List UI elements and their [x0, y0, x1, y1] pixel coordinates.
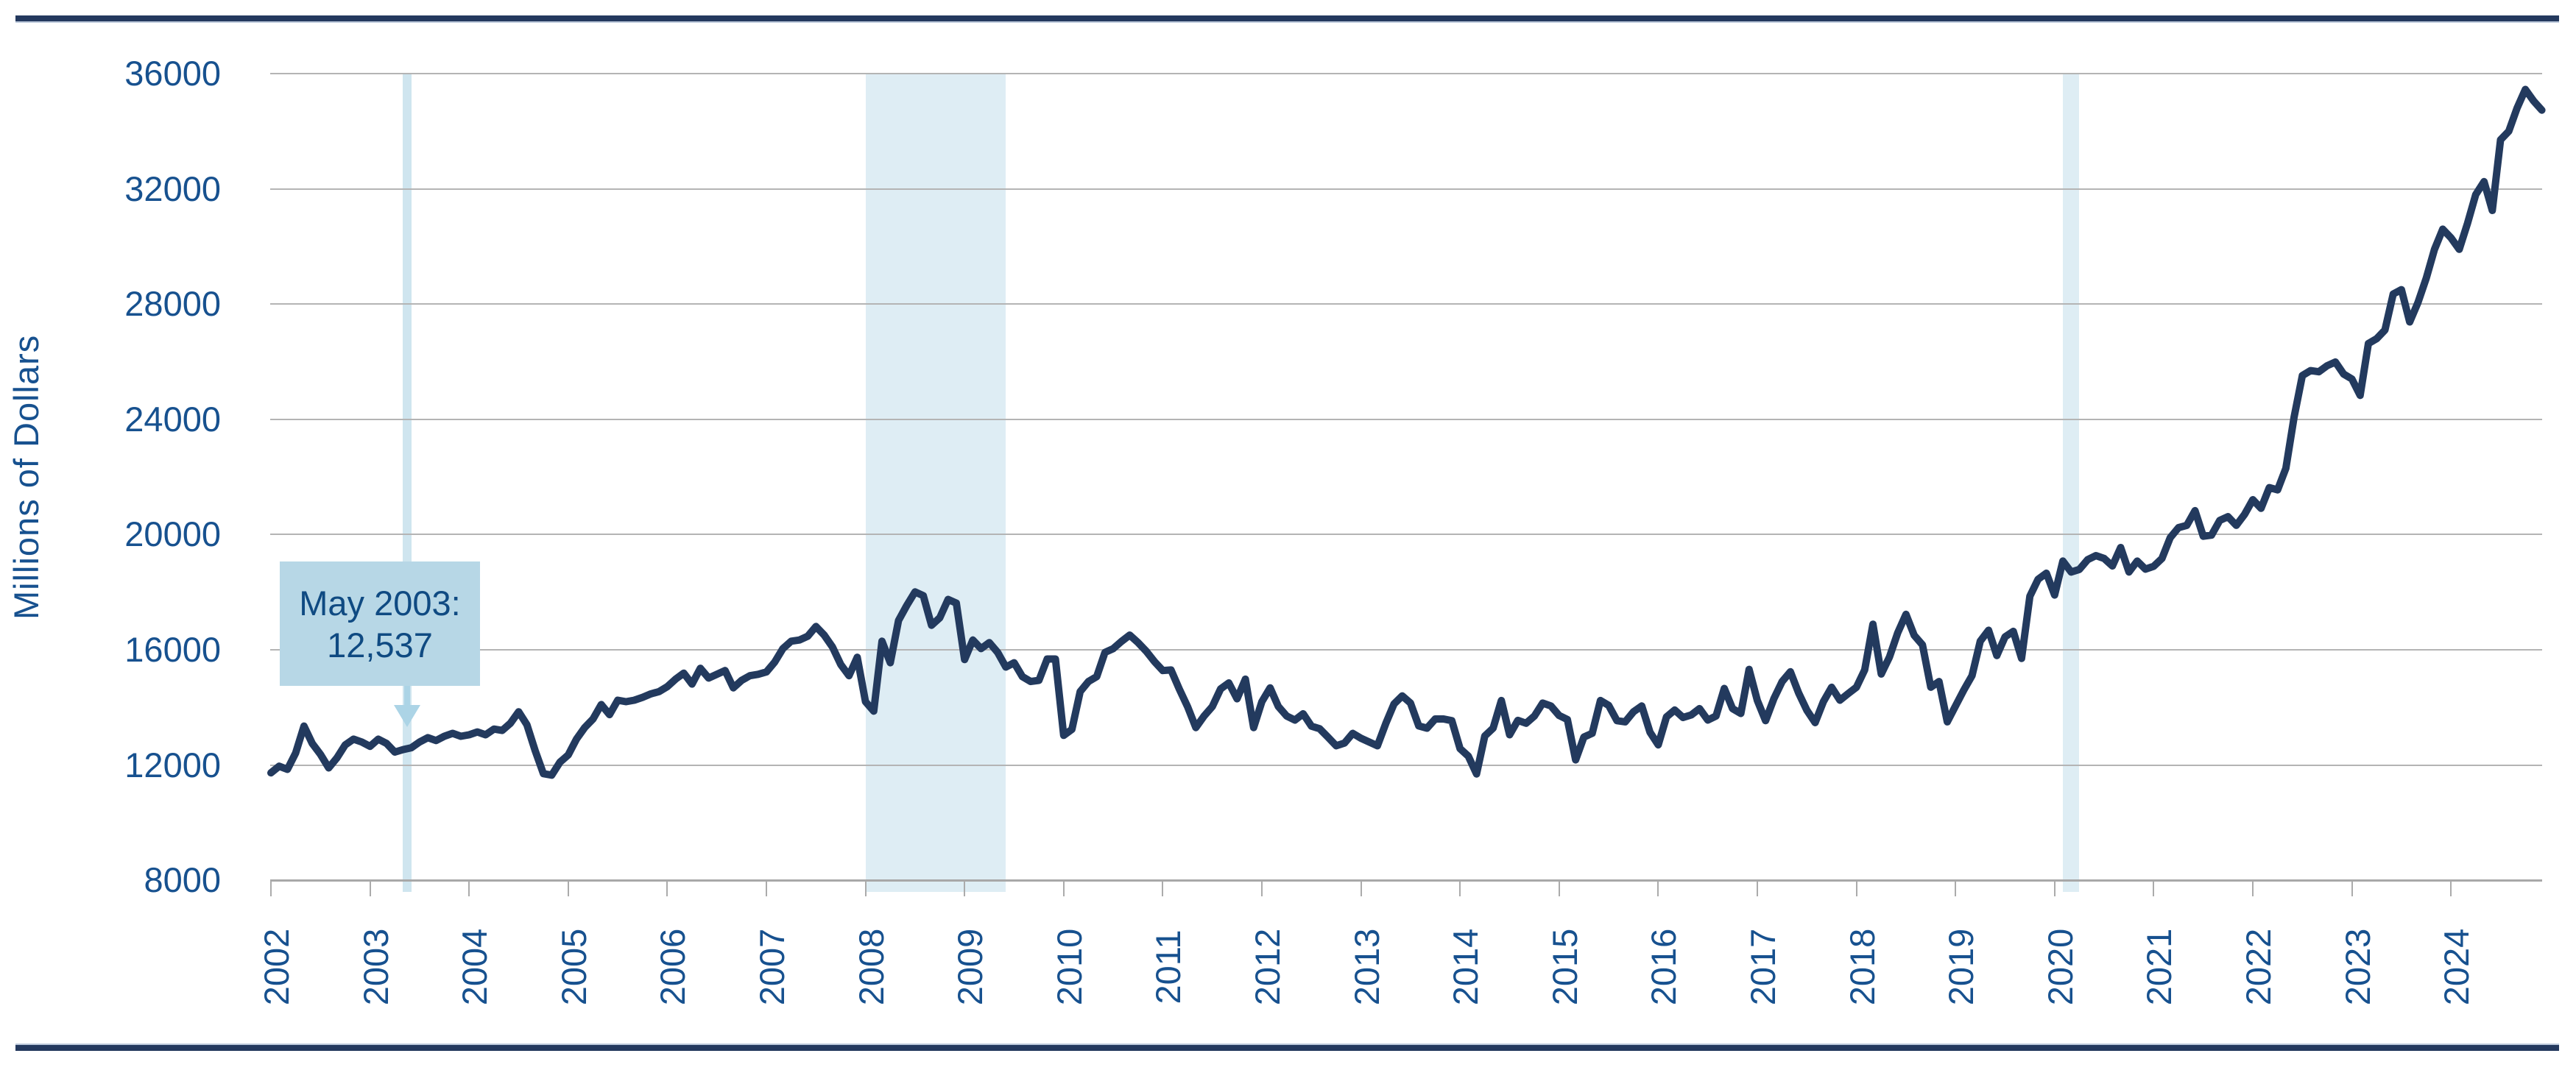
annotation-arrow-stem	[404, 686, 411, 706]
annotation-arrow-icon	[394, 705, 421, 727]
x-tick-2012	[1261, 881, 1263, 896]
x-tick-2004	[468, 881, 470, 896]
gridline-20000	[270, 534, 2542, 536]
gridline-28000	[270, 303, 2542, 305]
x-tick-2013	[1360, 881, 1362, 896]
gridline-36000	[270, 73, 2542, 74]
y-axis-label-36000: 36000	[124, 54, 221, 93]
gridline-16000	[270, 649, 2542, 651]
figure-top-border	[15, 15, 2559, 23]
x-tick-2021	[2153, 881, 2155, 896]
annotation-callout: May 2003: 12,537	[280, 561, 480, 686]
shaded-band-may-2003-highlight	[403, 74, 412, 892]
x-tick-2005	[567, 881, 569, 896]
x-tick-2016	[1657, 881, 1659, 896]
x-tick-2003	[369, 881, 371, 896]
data-series-line	[267, 85, 2546, 779]
x-axis-baseline	[270, 879, 2542, 882]
x-tick-2017	[1757, 881, 1758, 896]
y-axis-label-32000: 32000	[124, 169, 221, 208]
y-axis-label-24000: 24000	[124, 399, 221, 439]
x-tick-2023	[2351, 881, 2353, 896]
annotation-line1: May 2003:	[299, 583, 461, 623]
x-tick-2010	[1062, 881, 1065, 896]
x-tick-2019	[1955, 881, 1957, 896]
gridline-12000	[270, 764, 2542, 766]
x-tick-2007	[766, 881, 767, 896]
y-axis-label-28000: 28000	[124, 284, 221, 324]
gridline-32000	[270, 188, 2542, 190]
figure-bottom-border	[15, 1044, 2559, 1051]
x-tick-2022	[2252, 881, 2254, 896]
y-axis-label-8000: 8000	[144, 860, 221, 900]
shaded-band-recession-2008-09	[865, 74, 1006, 892]
y-axis-label-16000: 16000	[124, 630, 221, 669]
x-tick-2002	[270, 881, 272, 896]
x-tick-2008	[864, 881, 867, 896]
y-axis-label-20000: 20000	[124, 514, 221, 554]
x-tick-2014	[1459, 881, 1461, 896]
x-tick-2011	[1162, 881, 1164, 896]
gridline-24000	[270, 418, 2542, 420]
x-tick-2006	[666, 881, 668, 896]
x-tick-2009	[964, 881, 966, 896]
x-tick-2015	[1558, 881, 1560, 896]
x-tick-2020	[2053, 881, 2055, 896]
annotation-line2: 12,537	[327, 625, 433, 665]
shaded-band-recession-2020	[2063, 74, 2080, 892]
y-axis-label-12000: 12000	[124, 745, 221, 784]
x-tick-2018	[1855, 881, 1857, 896]
x-tick-2024	[2450, 881, 2452, 896]
